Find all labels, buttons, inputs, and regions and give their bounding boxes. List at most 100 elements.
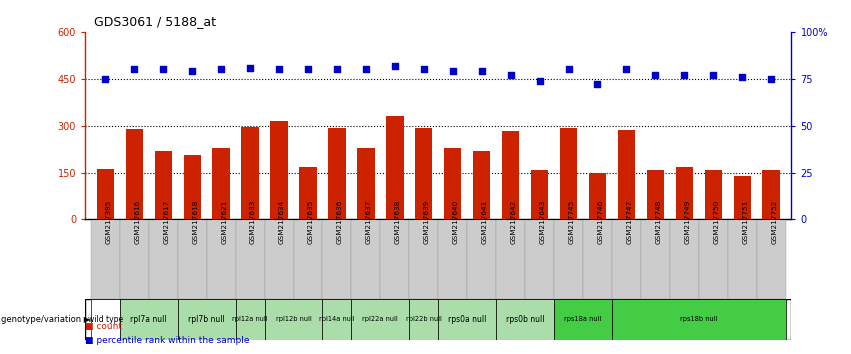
Text: GSM217616: GSM217616	[134, 200, 140, 244]
Bar	[265, 299, 323, 340]
Bar	[438, 299, 496, 340]
Bar	[155, 151, 172, 219]
Text: GSM217642: GSM217642	[511, 200, 517, 244]
Bar	[762, 170, 780, 219]
Text: GSM217752: GSM217752	[771, 200, 777, 244]
Bar	[91, 299, 120, 340]
Bar	[612, 219, 641, 299]
Point	[475, 68, 488, 74]
Point	[504, 72, 517, 78]
Point	[214, 67, 228, 72]
Point	[533, 78, 546, 84]
Bar	[531, 170, 548, 219]
Bar	[323, 219, 351, 299]
Bar	[670, 219, 699, 299]
Bar	[618, 130, 635, 219]
Bar	[386, 116, 403, 219]
Point	[706, 72, 720, 78]
Bar	[178, 219, 207, 299]
Text: rpl7b null: rpl7b null	[188, 315, 225, 324]
Bar	[91, 219, 120, 299]
Bar	[300, 167, 317, 219]
Point	[562, 67, 575, 72]
Bar	[271, 121, 288, 219]
Text: rps0a null: rps0a null	[448, 315, 487, 324]
Text: GSM217617: GSM217617	[163, 200, 169, 244]
Text: GSM217633: GSM217633	[250, 200, 256, 244]
Text: rpl22b null: rpl22b null	[406, 316, 442, 322]
Text: rps0b null: rps0b null	[505, 315, 545, 324]
Bar	[415, 128, 432, 219]
Bar	[647, 170, 664, 219]
Bar	[207, 219, 236, 299]
Bar	[236, 299, 265, 340]
Bar	[323, 299, 351, 340]
Bar	[265, 219, 294, 299]
Text: GSM217637: GSM217637	[366, 200, 372, 244]
Bar	[502, 131, 519, 219]
Point	[99, 76, 112, 81]
Bar	[728, 219, 757, 299]
Bar	[583, 219, 612, 299]
Text: GSM217745: GSM217745	[568, 200, 574, 244]
Text: GSM217748: GSM217748	[655, 200, 661, 244]
Point	[764, 76, 778, 81]
Bar	[444, 148, 461, 219]
Bar	[409, 299, 438, 340]
Point	[446, 68, 460, 74]
Bar	[496, 219, 525, 299]
Bar	[236, 219, 265, 299]
Text: GSM217634: GSM217634	[279, 200, 285, 244]
Text: GSM217618: GSM217618	[192, 200, 198, 244]
Bar	[120, 219, 149, 299]
Point	[243, 65, 257, 70]
Text: GSM217621: GSM217621	[221, 200, 227, 244]
Bar	[705, 170, 722, 219]
Point	[677, 72, 691, 78]
Text: GDS3061 / 5188_at: GDS3061 / 5188_at	[94, 15, 215, 28]
Text: rps18a null: rps18a null	[564, 316, 602, 322]
Point	[648, 72, 662, 78]
Text: GSM217638: GSM217638	[395, 200, 401, 244]
Bar	[467, 219, 496, 299]
Text: GSM217643: GSM217643	[540, 200, 545, 244]
Point	[301, 67, 315, 72]
Bar	[357, 148, 374, 219]
Bar	[178, 299, 236, 340]
Text: GSM217749: GSM217749	[684, 200, 690, 244]
Point	[186, 68, 199, 74]
Bar	[242, 127, 259, 219]
Text: rpl7a null: rpl7a null	[130, 315, 167, 324]
Bar	[328, 128, 346, 219]
Text: GSM217395: GSM217395	[106, 200, 111, 244]
Text: GSM217751: GSM217751	[742, 200, 748, 244]
Point	[591, 81, 604, 87]
Bar	[126, 129, 143, 219]
Text: GSM217750: GSM217750	[713, 200, 719, 244]
Bar	[294, 219, 323, 299]
Text: genotype/variation ▶: genotype/variation ▶	[1, 315, 90, 324]
Text: GSM217639: GSM217639	[424, 200, 430, 244]
Text: GSM217636: GSM217636	[337, 200, 343, 244]
Point	[417, 67, 431, 72]
Text: rpl14a null: rpl14a null	[319, 316, 355, 322]
Point	[359, 67, 373, 72]
Text: wild type: wild type	[88, 315, 123, 324]
Bar	[699, 219, 728, 299]
Bar	[589, 172, 606, 219]
Bar	[351, 299, 409, 340]
Bar	[213, 148, 230, 219]
Bar	[560, 128, 577, 219]
Text: rpl12b null: rpl12b null	[276, 316, 311, 322]
Text: GSM217640: GSM217640	[453, 200, 459, 244]
Point	[735, 74, 749, 80]
Text: ■ percentile rank within the sample: ■ percentile rank within the sample	[85, 336, 249, 345]
Bar	[496, 299, 554, 340]
Text: rpl12a null: rpl12a null	[232, 316, 268, 322]
Bar	[380, 219, 409, 299]
Bar	[184, 155, 201, 219]
Bar	[97, 169, 114, 219]
Bar	[641, 219, 670, 299]
Bar	[554, 299, 612, 340]
Bar	[525, 219, 554, 299]
